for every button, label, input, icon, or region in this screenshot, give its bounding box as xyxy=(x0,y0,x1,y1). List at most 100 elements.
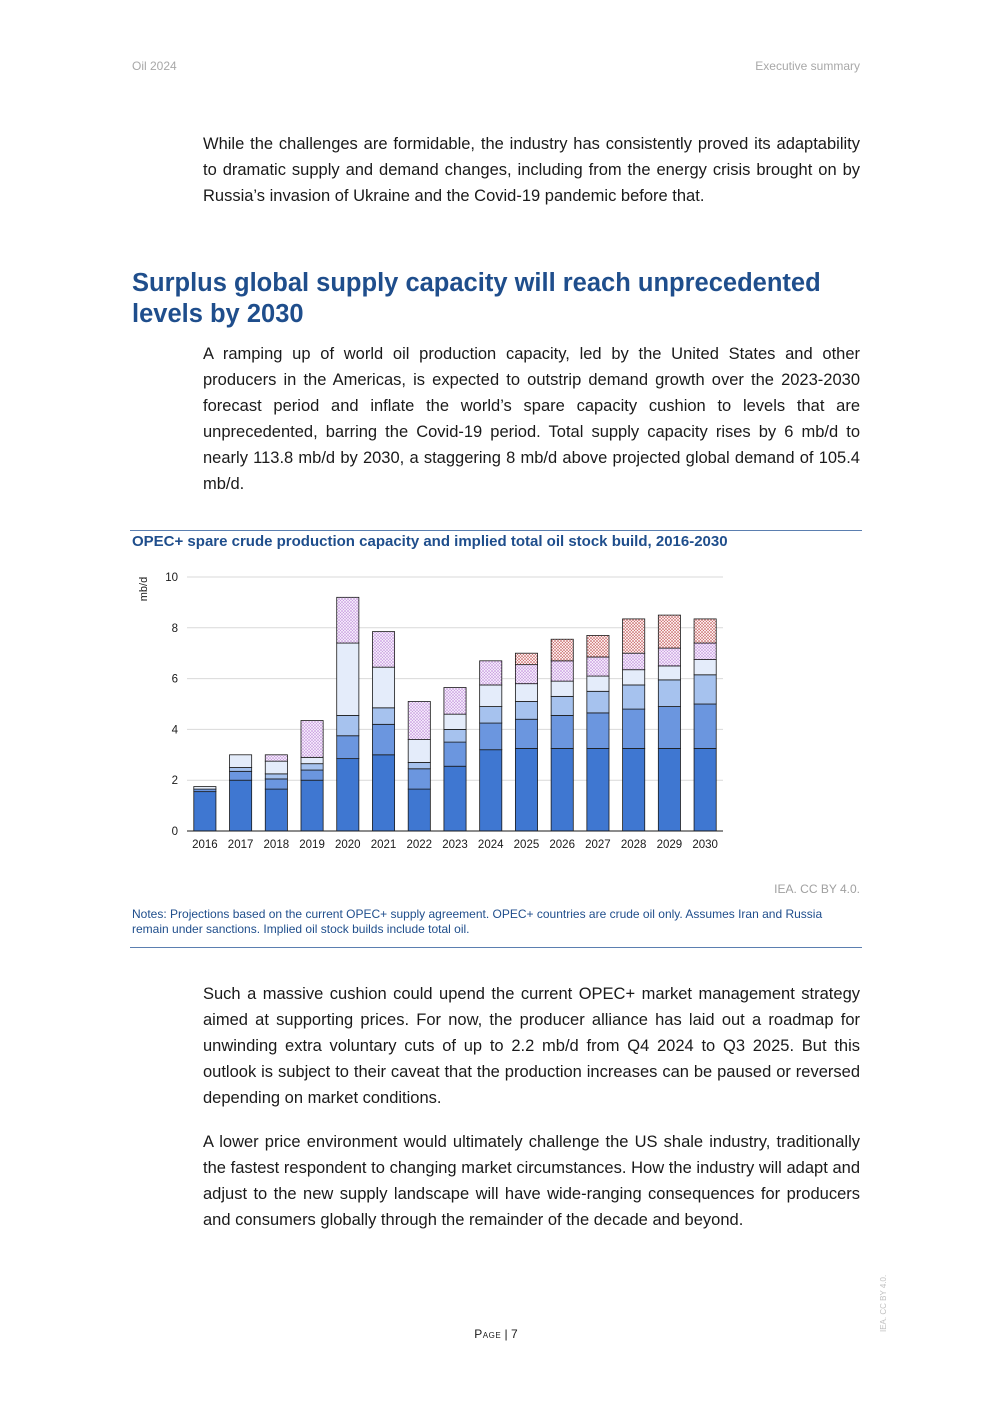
bar-segment xyxy=(479,706,503,724)
running-header-left: Oil 2024 xyxy=(132,59,177,73)
bar-segment xyxy=(514,664,538,685)
figure-title: OPEC+ spare crude production capacity an… xyxy=(132,533,728,550)
x-tick-label: 2030 xyxy=(692,839,718,851)
bar-segment xyxy=(657,706,681,749)
bar-segment xyxy=(657,665,681,681)
bar-segment xyxy=(336,758,360,832)
bar-segment xyxy=(622,652,646,671)
paragraph-opec-strategy: Such a massive cushion could upend the c… xyxy=(203,985,860,1107)
bar-segment xyxy=(550,715,574,749)
bar-segment xyxy=(193,791,217,832)
x-tick-label: 2019 xyxy=(299,839,325,851)
bar-segment xyxy=(693,703,717,749)
bar-segment xyxy=(300,763,324,771)
bar-segment xyxy=(300,769,324,781)
bar-segment xyxy=(407,788,431,832)
x-tick-label: 2028 xyxy=(621,839,647,851)
bar-segment xyxy=(443,687,467,715)
bar-segment xyxy=(586,690,610,714)
bar-segment xyxy=(586,748,610,832)
bar-segment xyxy=(622,708,646,749)
x-tick-label: 2026 xyxy=(549,839,575,851)
bar-segment xyxy=(372,666,396,709)
paragraph-capacity: A ramping up of world oil production cap… xyxy=(203,345,860,493)
stacked-bar-chart: 0 2 4 6 8 10 2016 2017 2018 2019 2020 2021 2022 2023 2… xyxy=(138,572,723,851)
y-tick-label: 6 xyxy=(172,674,178,686)
running-header-right: Executive summary xyxy=(755,59,860,73)
side-license-mark: IEA. CC BY 4.0. xyxy=(879,1274,888,1332)
bar-segment xyxy=(264,760,288,775)
bar-segment xyxy=(264,773,288,780)
bar-segment xyxy=(372,754,396,832)
bar-segment xyxy=(693,674,717,705)
bar-segment xyxy=(229,754,253,768)
y-tick-label: 4 xyxy=(172,724,179,736)
page-label: Page xyxy=(474,1327,502,1341)
x-tick-label: 2021 xyxy=(371,839,397,851)
bar-segment xyxy=(229,767,253,772)
bar-segment xyxy=(264,778,288,790)
y-axis-label: mb/d xyxy=(138,577,150,601)
bar-segment xyxy=(372,707,396,725)
page-separator: | xyxy=(504,1327,508,1341)
page-number-value: 7 xyxy=(511,1327,518,1341)
bar-segment xyxy=(193,786,217,790)
bar-segment xyxy=(300,756,324,765)
bar-segment xyxy=(550,638,574,662)
y-tick-label: 10 xyxy=(165,572,178,584)
bar-segment xyxy=(300,779,324,832)
bar-segment xyxy=(657,679,681,707)
bar-segment xyxy=(586,675,610,692)
x-tick-label: 2016 xyxy=(192,839,218,851)
bar-segment xyxy=(443,741,467,767)
bar-segment xyxy=(657,647,681,667)
bar-segment xyxy=(336,735,360,760)
x-tick-label: 2018 xyxy=(264,839,290,851)
x-tick-label: 2029 xyxy=(657,839,683,851)
bar-segment xyxy=(407,768,431,790)
paragraph-shale: A lower price environment would ultimate… xyxy=(203,1133,860,1229)
bar-segment xyxy=(229,779,253,832)
bar-segment xyxy=(443,713,467,730)
bar-segment xyxy=(586,635,610,658)
x-tick-label: 2022 xyxy=(406,839,432,851)
bar-segment xyxy=(264,788,288,832)
bar-segment xyxy=(693,618,717,644)
bar-segment xyxy=(300,720,324,758)
bar-segment xyxy=(479,660,503,686)
bar-segment xyxy=(622,669,646,686)
bar-segment xyxy=(407,739,431,763)
x-tick-label: 2024 xyxy=(478,839,504,851)
x-tick-label: 2020 xyxy=(335,839,361,851)
page-number: Page | 7 xyxy=(0,1327,992,1341)
section-heading: Surplus global supply capacity will reac… xyxy=(132,269,821,328)
bar-segment xyxy=(550,695,574,716)
x-tick-label: 2027 xyxy=(585,839,611,851)
paragraph-intro: While the challenges are formidable, the… xyxy=(203,135,860,205)
bar-segment xyxy=(622,684,646,710)
figure-notes: Notes: Projections based on the current … xyxy=(132,907,823,936)
bar-segment xyxy=(586,656,610,677)
bar-segment xyxy=(586,712,610,749)
bar-segment xyxy=(693,748,717,832)
bar-segment xyxy=(372,723,396,756)
bar-segment xyxy=(336,715,360,737)
bar-segment xyxy=(693,642,717,660)
bar-segment xyxy=(407,701,431,740)
bar-segment xyxy=(443,765,467,832)
y-tick-label: 2 xyxy=(172,775,178,787)
bar-segment xyxy=(550,680,574,697)
bar-segment xyxy=(657,748,681,832)
figure-source: IEA. CC BY 4.0. xyxy=(774,882,860,896)
bar-segment xyxy=(514,683,538,702)
bar-segment xyxy=(336,596,360,644)
bar-segment xyxy=(372,631,396,668)
bar-segment xyxy=(514,652,538,666)
x-tick-label: 2025 xyxy=(514,839,540,851)
y-tick-label: 0 xyxy=(172,826,178,838)
figure-top-rule xyxy=(130,530,862,531)
bar-segment xyxy=(514,748,538,832)
bar-segment xyxy=(479,684,503,707)
bar-segment xyxy=(657,614,681,649)
x-tick-label: 2017 xyxy=(228,839,254,851)
